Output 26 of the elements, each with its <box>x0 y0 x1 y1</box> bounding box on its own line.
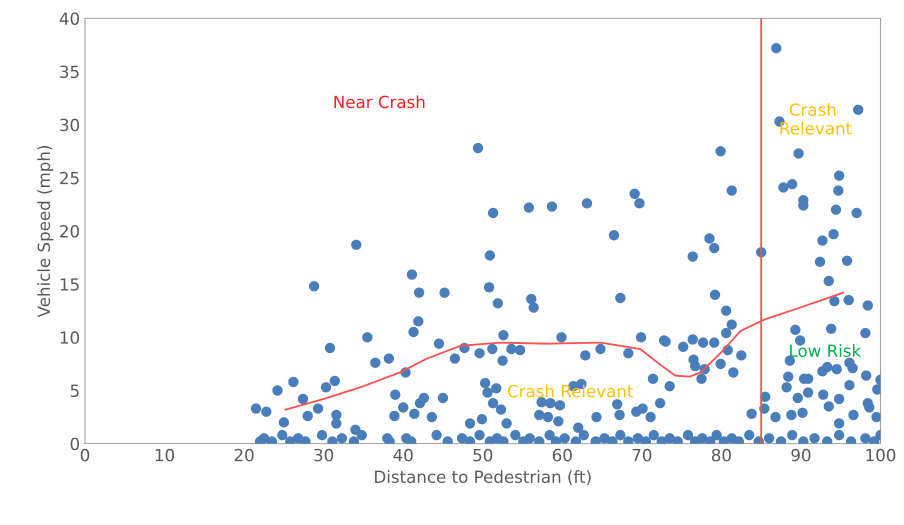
annotation: Crash Relevant <box>508 384 634 398</box>
y-tick-label: 35 <box>60 65 79 78</box>
y-tick-label: 40 <box>60 12 80 25</box>
x-tick-label: 60 <box>552 448 572 462</box>
y-tick-label: 10 <box>60 331 80 344</box>
x-tick-label: 100 <box>866 448 896 462</box>
x-tick-label: 20 <box>234 448 254 462</box>
x-tick-label: 80 <box>712 448 731 462</box>
annotation: Low Risk <box>790 344 862 358</box>
x-tick-label: 40 <box>393 448 413 462</box>
x-tick-label: 90 <box>791 448 810 462</box>
y-tick-label: 5 <box>70 384 79 398</box>
y-tick-label: 0 <box>70 438 80 450</box>
x-tick-label: 0 <box>80 448 90 462</box>
y-tick-label: 15 <box>60 278 79 291</box>
x-tick-label: 10 <box>156 448 174 462</box>
x-tick-label: 30 <box>314 448 334 462</box>
x-tick-label: 70 <box>632 448 652 462</box>
x-tick-label: 50 <box>473 448 492 462</box>
annotation: Crash Relevant <box>780 103 852 135</box>
annotation: Near Crash <box>334 95 424 108</box>
y-tick-label: 25 <box>60 172 79 184</box>
y-tick-label: 30 <box>60 118 80 132</box>
y-axis-title: Vehicle Speed (mph) <box>37 146 54 318</box>
x-axis-title: Distance to Pedestrian (ft) <box>375 470 591 486</box>
y-tick-label: 20 <box>60 224 80 238</box>
